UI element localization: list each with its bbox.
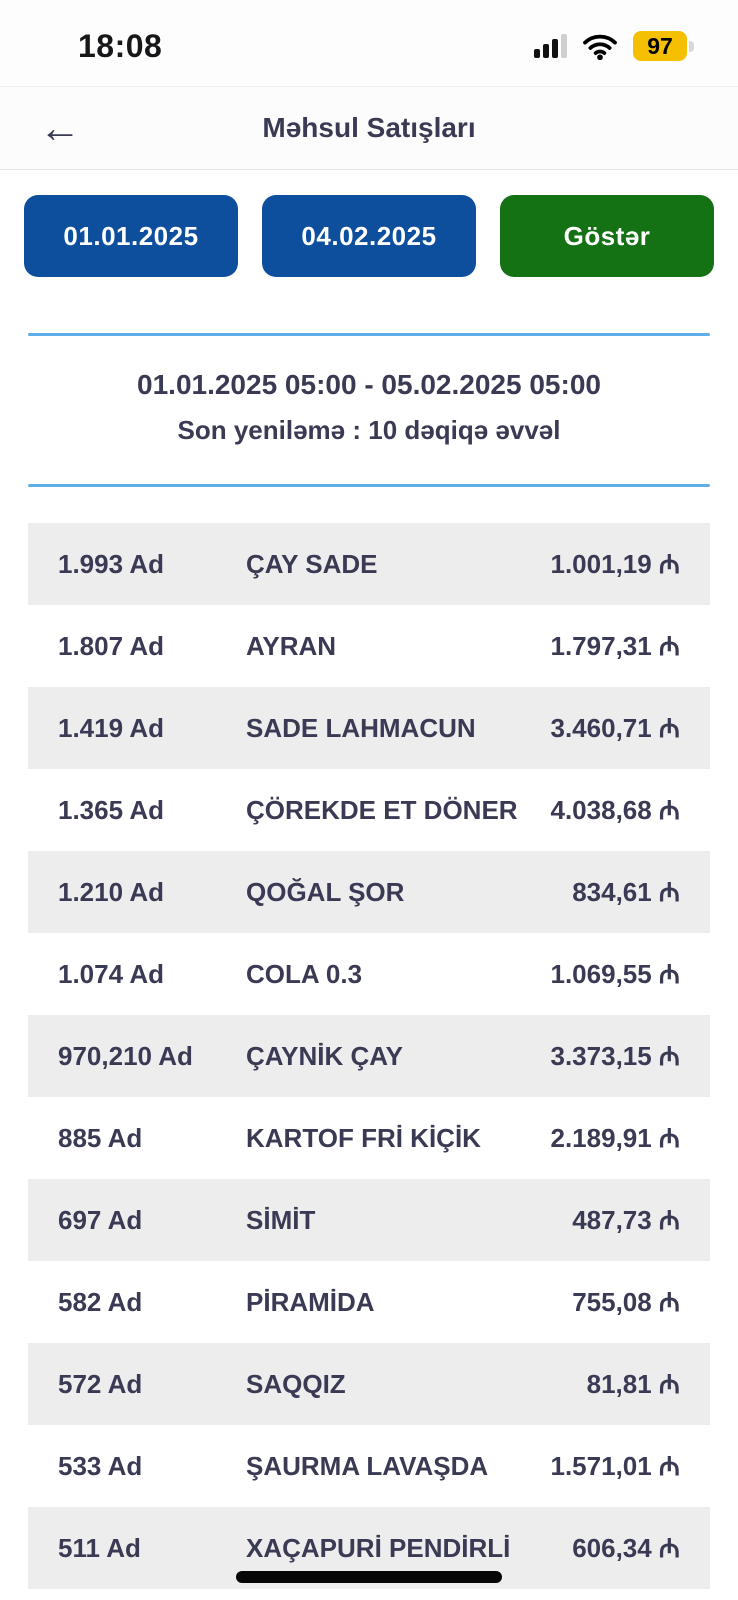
product-name-cell: ÇAYNİK ÇAY: [246, 1041, 404, 1071]
divider-top: [28, 333, 710, 336]
price-cell: 1.069,55 ₼: [550, 959, 681, 989]
battery-percent-badge: 97: [633, 31, 687, 61]
qty-cell: 533 Ad: [58, 1451, 143, 1481]
product-name-cell: SAQQIZ: [246, 1369, 346, 1399]
filter-bar: 01.01.2025 04.02.2025 Göstər: [24, 195, 714, 277]
sales-table: 1.993 Ad ÇAY SADE 1.001,19 ₼ 1.807 Ad AY…: [28, 523, 710, 1589]
product-name-cell: QOĞAL ŞOR: [246, 877, 405, 907]
qty-cell: 572 Ad: [58, 1369, 143, 1399]
price-cell: 2.189,91 ₼: [550, 1123, 681, 1153]
table-row[interactable]: 1.365 Ad ÇÖREKDE ET DÖNER 4.038,68 ₼: [28, 769, 710, 851]
divider-bottom: [28, 484, 710, 487]
table-row[interactable]: 1.074 Ad COLA 0.3 1.069,55 ₼: [28, 933, 710, 1015]
product-name-cell: PİRAMİDA: [246, 1287, 375, 1317]
price-cell: 755,08 ₼: [572, 1287, 680, 1317]
product-name-cell: AYRAN: [246, 631, 337, 661]
product-name-cell: XAÇAPURİ PENDİRLİ: [246, 1533, 511, 1563]
product-name-cell: ÇAY SADE: [246, 549, 378, 579]
price-cell: 606,34 ₼: [572, 1533, 680, 1563]
cellular-signal-icon: [534, 34, 567, 58]
status-bar: 18:08 97: [0, 0, 738, 86]
qty-cell: 970,210 Ad: [58, 1041, 193, 1071]
wifi-icon: [583, 34, 617, 60]
battery-nub: [689, 40, 694, 52]
price-cell: 1.001,19 ₼: [550, 549, 681, 579]
price-cell: 487,73 ₼: [572, 1205, 680, 1235]
last-update-label: Son yeniləmə : 10 dəqiqə əvvəl: [177, 415, 561, 445]
back-arrow-icon: ←: [39, 104, 81, 151]
product-name-cell: KARTOF FRİ KİÇİK: [246, 1123, 481, 1153]
redaction-bar: [236, 1571, 502, 1583]
battery-indicator: 97: [633, 31, 694, 61]
price-cell: 3.460,71 ₼: [550, 713, 681, 743]
page-title: Məhsul Satışları: [262, 112, 476, 143]
table-row[interactable]: 1.210 Ad QOĞAL ŞOR 834,61 ₼: [28, 851, 710, 933]
qty-cell: 1.074 Ad: [58, 959, 164, 989]
show-button[interactable]: Göstər: [500, 195, 714, 277]
price-cell: 834,61 ₼: [572, 877, 680, 907]
table-row[interactable]: 1.807 Ad AYRAN 1.797,31 ₼: [28, 605, 710, 687]
price-cell: 1.797,31 ₼: [550, 631, 681, 661]
table-row[interactable]: 582 Ad PİRAMİDA 755,08 ₼: [28, 1261, 710, 1343]
qty-cell: 1.210 Ad: [58, 877, 164, 907]
product-name-cell: SİMİT: [246, 1205, 316, 1235]
table-row[interactable]: 697 Ad SİMİT 487,73 ₼: [28, 1179, 710, 1261]
table-row[interactable]: 533 Ad ŞAURMA LAVAŞDA 1.571,01 ₼: [28, 1425, 710, 1507]
table-row[interactable]: 572 Ad SAQQIZ 81,81 ₼: [28, 1343, 710, 1425]
qty-cell: 1.419 Ad: [58, 713, 164, 743]
product-name-cell: SADE LAHMACUN: [246, 713, 476, 743]
product-name-cell: ŞAURMA LAVAŞDA: [246, 1451, 489, 1481]
price-cell: 3.373,15 ₼: [550, 1041, 681, 1071]
table-row[interactable]: 970,210 Ad ÇAYNİK ÇAY 3.373,15 ₼: [28, 1015, 710, 1097]
back-button[interactable]: ←: [30, 87, 90, 169]
qty-cell: 1.807 Ad: [58, 631, 164, 661]
qty-cell: 1.365 Ad: [58, 795, 164, 825]
summary-block: 01.01.2025 05:00 - 05.02.2025 05:00 Son …: [0, 336, 738, 484]
price-cell: 81,81 ₼: [586, 1369, 680, 1399]
start-date-button[interactable]: 01.01.2025: [24, 195, 238, 277]
product-name-cell: COLA 0.3: [246, 959, 363, 989]
qty-cell: 697 Ad: [58, 1205, 143, 1235]
clock-label: 18:08: [78, 27, 163, 64]
price-cell: 4.038,68 ₼: [550, 795, 681, 825]
table-row[interactable]: 885 Ad KARTOF FRİ KİÇİK 2.189,91 ₼: [28, 1097, 710, 1179]
header: ← Məhsul Satışları: [0, 86, 738, 170]
qty-cell: 885 Ad: [58, 1123, 143, 1153]
table-row[interactable]: 1.993 Ad ÇAY SADE 1.001,19 ₼: [28, 523, 710, 605]
end-date-button[interactable]: 04.02.2025: [262, 195, 476, 277]
qty-cell: 1.993 Ad: [58, 549, 164, 579]
status-icons: 97: [534, 31, 694, 61]
qty-cell: 511 Ad: [58, 1533, 141, 1563]
price-cell: 1.571,01 ₼: [550, 1451, 681, 1481]
date-range-label: 01.01.2025 05:00 - 05.02.2025 05:00: [137, 369, 601, 400]
table-row[interactable]: 1.419 Ad SADE LAHMACUN 3.460,71 ₼: [28, 687, 710, 769]
product-name-cell: ÇÖREKDE ET DÖNER: [246, 795, 518, 825]
qty-cell: 582 Ad: [58, 1287, 143, 1317]
